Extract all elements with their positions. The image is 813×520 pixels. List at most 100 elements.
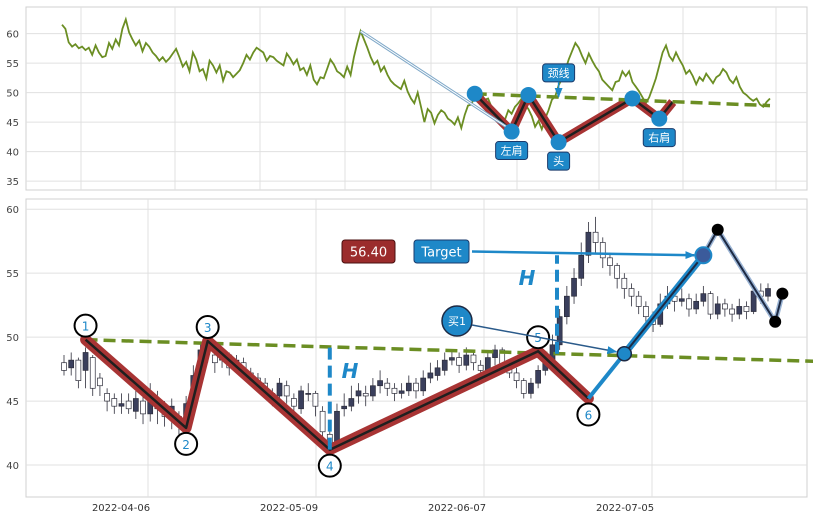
candle-body-10 bbox=[132, 398, 139, 412]
pattern-marker-label-3: 3 bbox=[204, 321, 212, 335]
candle-body-6 bbox=[104, 393, 110, 402]
pattern-marker-label-2: 2 bbox=[182, 438, 190, 452]
candle-body-1 bbox=[68, 359, 75, 369]
candle-body-44 bbox=[377, 380, 383, 387]
post-path bbox=[702, 228, 784, 323]
candle-body-32 bbox=[291, 398, 297, 407]
top-ytick-2: 45 bbox=[6, 118, 19, 129]
target-label: Target bbox=[420, 246, 461, 261]
target-arrow bbox=[471, 250, 696, 260]
candle-body-39 bbox=[341, 405, 348, 410]
candle-body-0 bbox=[61, 362, 67, 371]
candle-body-42 bbox=[362, 393, 369, 397]
target-leg bbox=[623, 254, 705, 355]
candle-body-75 bbox=[599, 242, 606, 259]
candle-body-90 bbox=[707, 293, 714, 315]
top-label-0: 左肩 bbox=[501, 144, 523, 158]
candle-body-33 bbox=[298, 390, 304, 410]
top-ytick-4: 55 bbox=[6, 59, 19, 70]
candle-body-50 bbox=[420, 377, 427, 392]
buy-label: 买1 bbox=[448, 315, 466, 328]
candle-body-2 bbox=[75, 359, 82, 381]
candle-body-54 bbox=[449, 357, 455, 361]
target-point bbox=[694, 246, 713, 265]
candle-body-71 bbox=[571, 277, 577, 297]
height-label-1: H bbox=[342, 359, 359, 383]
top-pattern-point-2 bbox=[520, 86, 537, 103]
candle-body-95 bbox=[743, 306, 750, 312]
candle-body-48 bbox=[405, 382, 412, 392]
top-label-1: 头 bbox=[553, 155, 564, 168]
candle-body-98 bbox=[765, 288, 771, 297]
bottom-ytick-4: 60 bbox=[6, 205, 19, 216]
candle-body-65 bbox=[528, 382, 534, 394]
top-pattern-point-0 bbox=[466, 85, 483, 102]
candle-body-30 bbox=[276, 382, 283, 397]
candle-body-93 bbox=[729, 308, 735, 315]
top-label-box-0 bbox=[495, 141, 529, 161]
candle-body-92 bbox=[722, 303, 728, 310]
candle-body-43 bbox=[370, 385, 376, 397]
candle-body-73 bbox=[585, 231, 592, 256]
candle-body-36 bbox=[319, 410, 326, 433]
bottom-xtick-1: 2022-05-09 bbox=[260, 503, 318, 514]
candle-body-76 bbox=[607, 257, 613, 266]
pattern-marker-label-1: 1 bbox=[82, 320, 90, 334]
bottom-ytick-1: 45 bbox=[6, 397, 19, 408]
pattern-line bbox=[84, 338, 590, 451]
post-point-1 bbox=[769, 315, 782, 328]
pattern-marker-3 bbox=[195, 314, 220, 339]
top-panel: 35 40 45 50 55 60 左肩头 右肩 颈线 bbox=[6, 6, 808, 191]
top-pattern-point-3 bbox=[550, 134, 567, 151]
top-ytick-1: 40 bbox=[6, 148, 19, 159]
candle-body-11 bbox=[140, 400, 146, 415]
pattern-marker-label-5: 5 bbox=[534, 331, 542, 345]
candle-body-88 bbox=[693, 300, 700, 310]
post-point-0 bbox=[711, 223, 724, 236]
top-neckline bbox=[474, 92, 771, 108]
candle-body-81 bbox=[643, 306, 649, 318]
candle-body-31 bbox=[283, 385, 290, 397]
candle-body-63 bbox=[513, 372, 520, 381]
candle-body-51 bbox=[427, 372, 434, 379]
candle-body-74 bbox=[592, 231, 599, 243]
candle-body-34 bbox=[305, 393, 312, 395]
top-label-box-1 bbox=[547, 151, 571, 171]
pattern-marker-2 bbox=[174, 431, 199, 456]
top-pattern-point-1 bbox=[503, 123, 520, 140]
candle-body-58 bbox=[477, 364, 484, 371]
candle-body-47 bbox=[398, 390, 405, 394]
candle-body-38 bbox=[334, 410, 340, 443]
top-projection-arrow-inner bbox=[360, 30, 509, 129]
candle-body-57 bbox=[470, 354, 477, 364]
pattern-marker-1 bbox=[73, 313, 98, 338]
top-label-2: 右肩 bbox=[648, 131, 670, 145]
top-label-3: 颈线 bbox=[548, 66, 570, 80]
bottom-xtick-0: 2022-04-06 bbox=[92, 503, 150, 514]
bottom-xtick-2: 2022-06-07 bbox=[428, 503, 486, 514]
candle-body-41 bbox=[355, 390, 362, 397]
top-ytick-0: 35 bbox=[6, 177, 19, 188]
target-label-box bbox=[413, 239, 470, 264]
neckline bbox=[85, 337, 813, 364]
candle-body-89 bbox=[700, 293, 707, 302]
candle-body-79 bbox=[628, 288, 635, 297]
candle-body-60 bbox=[492, 349, 498, 358]
candle-body-77 bbox=[614, 265, 620, 279]
candle-body-49 bbox=[413, 382, 419, 392]
height-label-2: H bbox=[519, 266, 536, 290]
candle-body-86 bbox=[678, 298, 685, 302]
candle-body-46 bbox=[391, 387, 398, 394]
candle-body-53 bbox=[441, 359, 448, 371]
candle-body-5 bbox=[97, 377, 103, 387]
bottom-ytick-3: 55 bbox=[6, 269, 19, 280]
candle-body-64 bbox=[520, 380, 527, 394]
pattern-marker-6 bbox=[576, 402, 601, 427]
candle-body-21 bbox=[212, 354, 218, 364]
top-price-line bbox=[61, 16, 771, 132]
candle-body-7 bbox=[111, 398, 118, 407]
top-label-box-2 bbox=[642, 128, 676, 148]
candle-body-70 bbox=[564, 295, 570, 318]
candle-body-40 bbox=[348, 398, 355, 407]
